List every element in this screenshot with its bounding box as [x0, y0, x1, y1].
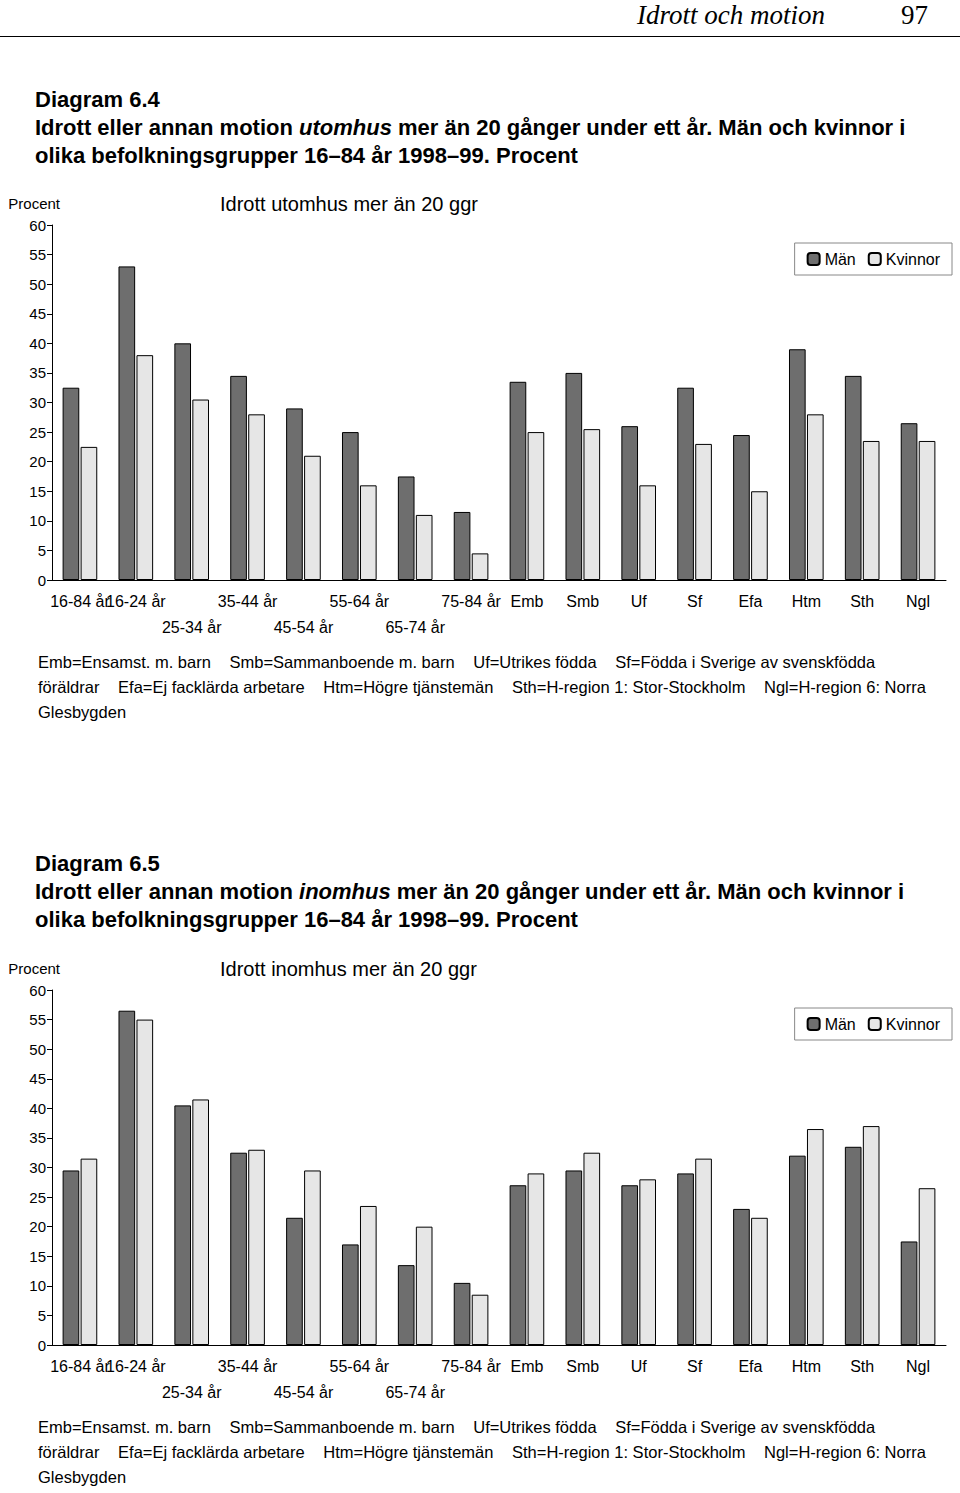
svg-text:30: 30 [29, 1159, 46, 1176]
svg-text:Idrott utomhus mer än 20 ggr: Idrott utomhus mer än 20 ggr [220, 193, 478, 215]
svg-text:75-84 år: 75-84 år [441, 1358, 501, 1375]
svg-text:45-54 år: 45-54 år [274, 619, 334, 636]
svg-text:0: 0 [38, 1337, 46, 1354]
svg-text:35-44 år: 35-44 år [218, 593, 278, 610]
svg-text:0: 0 [38, 572, 46, 589]
svg-text:Män: Män [825, 1016, 856, 1033]
html-text:Efa=Ej facklärda arbetare: Efa=Ej facklärda arbetare [118, 678, 305, 696]
svg-text:Emb: Emb [510, 593, 543, 610]
svg-text:55-64 år: 55-64 år [330, 1358, 390, 1375]
html-text:Uf=Utrikes födda: Uf=Utrikes födda [473, 653, 597, 671]
svg-text:20: 20 [29, 1218, 46, 1235]
svg-text:60: 60 [29, 982, 46, 999]
svg-text:Htm: Htm [792, 1358, 821, 1375]
svg-text:Efa: Efa [738, 593, 762, 610]
html-text:Diagram 6.5: Diagram 6.5 [35, 851, 160, 876]
svg-text:75-84 år: 75-84 år [441, 593, 501, 610]
html-text:Sf=Födda i Sverige av svenskfö: Sf=Födda i Sverige av svenskfödda föräld… [38, 1418, 876, 1461]
svg-text:65-74 år: 65-74 år [385, 1384, 445, 1401]
html-text:Idrott och motion: Idrott och motion [637, 0, 825, 30]
html-text:Efa=Ej facklärda arbetare: Efa=Ej facklärda arbetare [118, 1443, 305, 1461]
svg-text:20: 20 [29, 453, 46, 470]
svg-text:40: 40 [29, 1100, 46, 1117]
html-text:Ngl=H-region 6: Norra Glesbygd: Ngl=H-region 6: Norra Glesbygden [38, 1443, 926, 1486]
svg-text:Smb: Smb [566, 1358, 599, 1375]
html-text:Emb=Ensamst. m. barn: Emb=Ensamst. m. barn [38, 1418, 211, 1436]
svg-text:15: 15 [29, 1248, 46, 1265]
svg-text:25: 25 [29, 424, 46, 441]
svg-text:35: 35 [29, 1129, 46, 1146]
html-text:97: 97 [901, 0, 928, 30]
html-text:Emb=Ensamst. m. barn: Emb=Ensamst. m. barn [38, 653, 211, 671]
svg-text:10: 10 [29, 1277, 46, 1294]
svg-text:5: 5 [38, 1307, 46, 1324]
svg-text:Emb: Emb [510, 1358, 543, 1375]
html-text:Idrott eller annan motion utom: Idrott eller annan motion utomhus mer än… [35, 115, 906, 168]
svg-text:60: 60 [29, 217, 46, 234]
html-text:Sth=H-region 1: Stor-Stockholm: Sth=H-region 1: Stor-Stockholm [512, 678, 746, 696]
svg-text:55: 55 [29, 246, 46, 263]
svg-text:Htm: Htm [792, 593, 821, 610]
svg-text:Uf: Uf [631, 1358, 648, 1375]
svg-text:55: 55 [29, 1011, 46, 1028]
svg-text:10: 10 [29, 512, 46, 529]
svg-text:50: 50 [29, 276, 46, 293]
svg-text:16-24 år: 16-24 år [106, 1358, 166, 1375]
svg-text:Efa: Efa [738, 1358, 762, 1375]
svg-text:Ngl: Ngl [906, 1358, 930, 1375]
svg-text:55-64 år: 55-64 år [330, 593, 390, 610]
svg-text:30: 30 [29, 394, 46, 411]
html-text:Htm=Högre tjänstemän: Htm=Högre tjänstemän [323, 678, 494, 696]
html-text:Smb=Sammanboende m. barn: Smb=Sammanboende m. barn [229, 653, 455, 671]
svg-text:45: 45 [29, 1070, 46, 1087]
svg-text:Procent: Procent [8, 960, 61, 977]
svg-text:50: 50 [29, 1041, 46, 1058]
svg-text:16-24 år: 16-24 år [106, 593, 166, 610]
svg-text:45: 45 [29, 305, 46, 322]
svg-text:25-34 år: 25-34 år [162, 1384, 222, 1401]
svg-text:15: 15 [29, 483, 46, 500]
svg-text:35-44 år: 35-44 år [218, 1358, 278, 1375]
html-text:Uf=Utrikes födda: Uf=Utrikes födda [473, 1418, 597, 1436]
svg-text:Sth: Sth [850, 593, 874, 610]
html-text:Smb=Sammanboende m. barn: Smb=Sammanboende m. barn [229, 1418, 455, 1436]
html-text:Idrott eller annan motion inom: Idrott eller annan motion inomhus mer än… [35, 879, 905, 932]
html-text:Diagram 6.4: Diagram 6.4 [35, 87, 160, 112]
svg-text:Idrott inomhus mer än 20 ggr: Idrott inomhus mer än 20 ggr [220, 958, 477, 980]
svg-text:Kvinnor: Kvinnor [886, 251, 941, 268]
svg-text:Uf: Uf [631, 593, 648, 610]
svg-text:25: 25 [29, 1189, 46, 1206]
html-text:Sth=H-region 1: Stor-Stockholm: Sth=H-region 1: Stor-Stockholm [512, 1443, 746, 1461]
svg-text:Sf: Sf [687, 1358, 703, 1375]
html-text:Htm=Högre tjänstemän: Htm=Högre tjänstemän [323, 1443, 494, 1461]
svg-text:Män: Män [825, 251, 856, 268]
svg-text:Sf: Sf [687, 593, 703, 610]
svg-text:Smb: Smb [566, 593, 599, 610]
html-text:Ngl=H-region 6: Norra Glesbygd: Ngl=H-region 6: Norra Glesbygden [38, 678, 926, 721]
svg-text:45-54 år: 45-54 år [274, 1384, 334, 1401]
svg-text:16-84 år: 16-84 år [50, 1358, 110, 1375]
svg-text:65-74 år: 65-74 år [385, 619, 445, 636]
svg-text:35: 35 [29, 364, 46, 381]
svg-text:Procent: Procent [8, 195, 61, 212]
svg-text:40: 40 [29, 335, 46, 352]
svg-text:Kvinnor: Kvinnor [886, 1016, 941, 1033]
svg-text:Sth: Sth [850, 1358, 874, 1375]
svg-text:25-34 år: 25-34 år [162, 619, 222, 636]
svg-text:Ngl: Ngl [906, 593, 930, 610]
svg-text:16-84 år: 16-84 år [50, 593, 110, 610]
svg-text:5: 5 [38, 542, 46, 559]
html-text:Sf=Födda i Sverige av svenskfö: Sf=Födda i Sverige av svenskfödda föräld… [38, 653, 876, 696]
